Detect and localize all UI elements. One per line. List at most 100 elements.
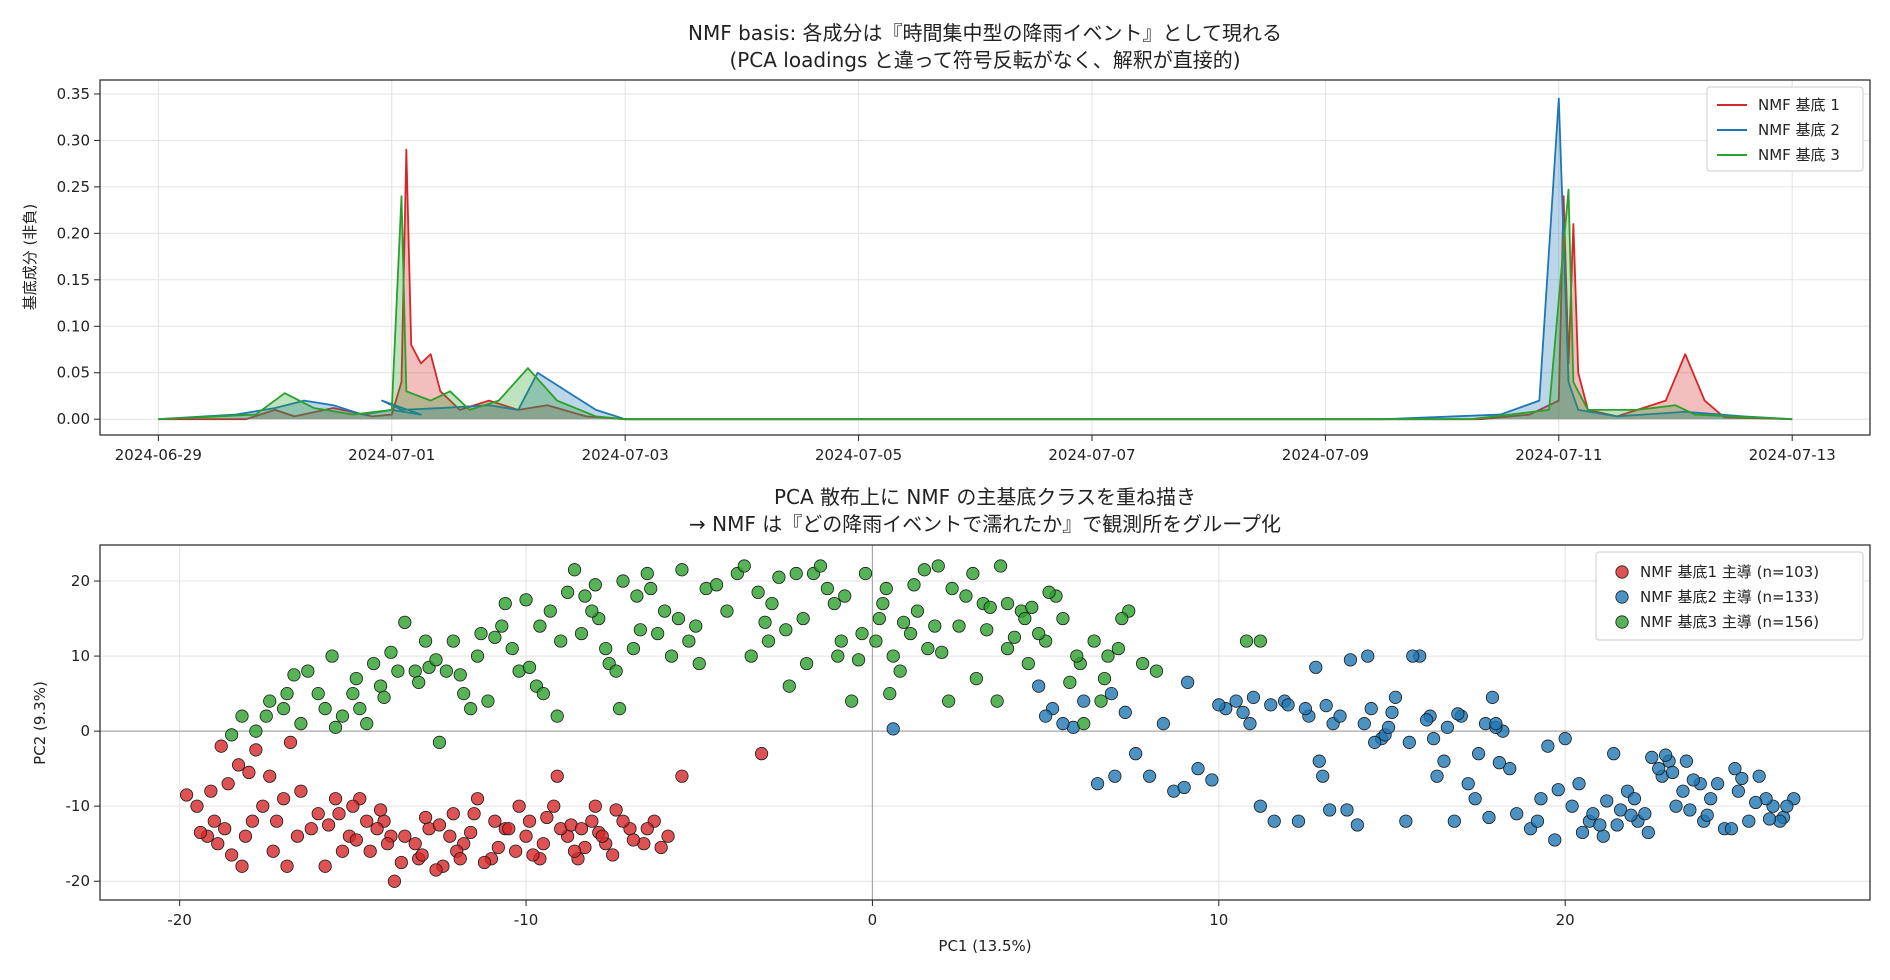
scatter-point-series-3 bbox=[1018, 611, 1032, 626]
scatter-point-series-3 bbox=[328, 720, 343, 734]
scatter-point-series-2 bbox=[1319, 699, 1333, 713]
scatter-point-series-2 bbox=[1032, 679, 1046, 693]
scatter-point-series-1 bbox=[616, 814, 630, 828]
scatter-point-series-1 bbox=[609, 803, 623, 817]
scatter-point-series-3 bbox=[391, 664, 405, 678]
bottom-chart-points bbox=[179, 559, 1801, 888]
scatter-point-series-2 bbox=[1291, 814, 1306, 828]
scatter-point-series-3 bbox=[1115, 611, 1129, 626]
scatter-point-series-1 bbox=[429, 863, 443, 877]
scatter-point-series-1 bbox=[418, 810, 433, 825]
scatter-point-series-3 bbox=[876, 596, 890, 611]
scatter-point-series-2 bbox=[1735, 771, 1749, 786]
scatter-point-series-3 bbox=[235, 709, 249, 723]
scatter-point-series-1 bbox=[235, 859, 249, 873]
scatter-point-series-3 bbox=[664, 649, 679, 663]
scatter-point-series-1 bbox=[536, 837, 550, 851]
scatter-point-series-3 bbox=[917, 563, 931, 577]
bottom-legend-marker-1 bbox=[1615, 565, 1629, 579]
scatter-point-series-3 bbox=[398, 615, 412, 629]
scatter-point-series-1 bbox=[193, 825, 208, 840]
top-legend-label-2: NMF 基底 2 bbox=[1758, 121, 1840, 139]
scatter-point-series-1 bbox=[304, 822, 318, 836]
scatter-point-series-3 bbox=[879, 581, 893, 596]
bottom-chart-x-ticks: -20 -10 0 10 20 bbox=[167, 900, 1575, 929]
scatter-point-series-1 bbox=[443, 829, 457, 843]
scatter-point-series-3 bbox=[353, 702, 367, 716]
scatter-point-series-3 bbox=[980, 623, 994, 637]
scatter-point-series-3 bbox=[858, 566, 873, 581]
scatter-point-series-1 bbox=[464, 825, 478, 840]
scatter-point-series-2 bbox=[1742, 814, 1756, 828]
scatter-point-series-1 bbox=[585, 814, 599, 828]
top-y-tick-label: 0.35 bbox=[57, 85, 90, 103]
top-chart-x-ticks: 2024-06-29 2024-07-01 2024-07-03 2024-07-05… bbox=[115, 435, 1836, 464]
bottom-chart-title-line1: PCA 散布上に NMF の主基底クラスを重ね描き bbox=[774, 485, 1196, 509]
scatter-point-series-3 bbox=[263, 694, 277, 708]
scatter-point-series-2 bbox=[1614, 803, 1628, 817]
top-x-tick-label: 2024-07-09 bbox=[1282, 446, 1369, 464]
scatter-point-series-3 bbox=[453, 668, 467, 682]
scatter-point-series-3 bbox=[550, 709, 564, 723]
scatter-point-series-1 bbox=[387, 874, 402, 888]
scatter-point-series-2 bbox=[1090, 777, 1105, 791]
scatter-point-series-3 bbox=[1032, 626, 1046, 641]
bottom-legend-label-3: NMF 基底3 主導 (n=156) bbox=[1640, 613, 1819, 631]
scatter-point-series-3 bbox=[845, 694, 859, 708]
scatter-point-series-3 bbox=[588, 578, 602, 592]
nmf-basis-chart: NMF basis: 各成分は『時間集中型の降雨イベント』として現れる (PCA… bbox=[21, 21, 1871, 464]
bottom-y-tick-label: 10 bbox=[71, 647, 90, 665]
scatter-point-series-3 bbox=[644, 581, 658, 596]
scatter-point-series-1 bbox=[394, 855, 408, 870]
bottom-legend-box bbox=[1595, 551, 1864, 641]
scatter-point-series-1 bbox=[211, 837, 225, 851]
top-chart-series bbox=[158, 97, 1793, 421]
scatter-point-series-2 bbox=[1471, 747, 1486, 761]
scatter-point-series-2 bbox=[1638, 807, 1652, 821]
scatter-point-series-2 bbox=[1645, 750, 1659, 764]
scatter-point-series-2 bbox=[1752, 769, 1766, 783]
scatter-point-series-3 bbox=[838, 589, 852, 603]
scatter-point-series-3 bbox=[536, 687, 550, 701]
scatter-point-series-1 bbox=[491, 840, 505, 855]
scatter-point-series-3 bbox=[744, 649, 758, 663]
scatter-point-series-3 bbox=[959, 589, 973, 603]
top-series-2-line bbox=[158, 97, 1793, 421]
scatter-point-series-3 bbox=[280, 687, 294, 701]
scatter-point-series-1 bbox=[502, 822, 516, 836]
scatter-point-series-2 bbox=[1264, 698, 1278, 712]
scatter-point-series-3 bbox=[1007, 630, 1022, 644]
scatter-point-series-1 bbox=[360, 814, 374, 828]
scatter-point-series-2 bbox=[1077, 694, 1091, 708]
scatter-point-series-3 bbox=[893, 664, 907, 678]
top-series-3-line bbox=[158, 188, 1793, 421]
scatter-point-series-2 bbox=[1627, 792, 1642, 806]
scatter-point-series-2 bbox=[1780, 799, 1794, 813]
scatter-point-series-3 bbox=[993, 559, 1008, 573]
scatter-point-series-2 bbox=[886, 722, 900, 736]
scatter-point-series-3 bbox=[432, 735, 447, 749]
top-x-tick-label: 2024-07-13 bbox=[1749, 446, 1836, 464]
scatter-point-series-1 bbox=[318, 859, 332, 873]
top-x-tick-label: 2024-07-11 bbox=[1515, 446, 1602, 464]
bottom-legend-items: NMF 基底1 主導 (n=103) NMF 基底2 主導 (n=133) NMF … bbox=[1615, 563, 1819, 631]
scatter-point-series-1 bbox=[266, 844, 280, 858]
scatter-point-series-2 bbox=[1492, 756, 1506, 770]
top-y-tick-label: 0.00 bbox=[57, 410, 90, 428]
scatter-point-series-3 bbox=[671, 611, 686, 626]
scatter-point-series-2 bbox=[1381, 720, 1396, 734]
bottom-legend-marker-3 bbox=[1615, 615, 1629, 629]
scatter-point-series-2 bbox=[1309, 660, 1323, 674]
scatter-point-series-1 bbox=[294, 784, 308, 798]
scatter-point-series-2 bbox=[1489, 717, 1503, 731]
scatter-point-series-2 bbox=[1118, 705, 1132, 719]
scatter-point-series-3 bbox=[813, 559, 828, 573]
scatter-point-series-3 bbox=[765, 596, 779, 611]
scatter-point-series-1 bbox=[225, 848, 239, 862]
scatter-point-series-1 bbox=[522, 814, 537, 828]
bottom-chart-y-ticks: -20 -10 0 10 20 bbox=[66, 572, 100, 890]
scatter-point-series-1 bbox=[249, 743, 263, 757]
scatter-point-series-3 bbox=[1025, 600, 1039, 614]
scatter-point-series-3 bbox=[554, 634, 568, 648]
scatter-point-series-2 bbox=[1447, 814, 1461, 828]
